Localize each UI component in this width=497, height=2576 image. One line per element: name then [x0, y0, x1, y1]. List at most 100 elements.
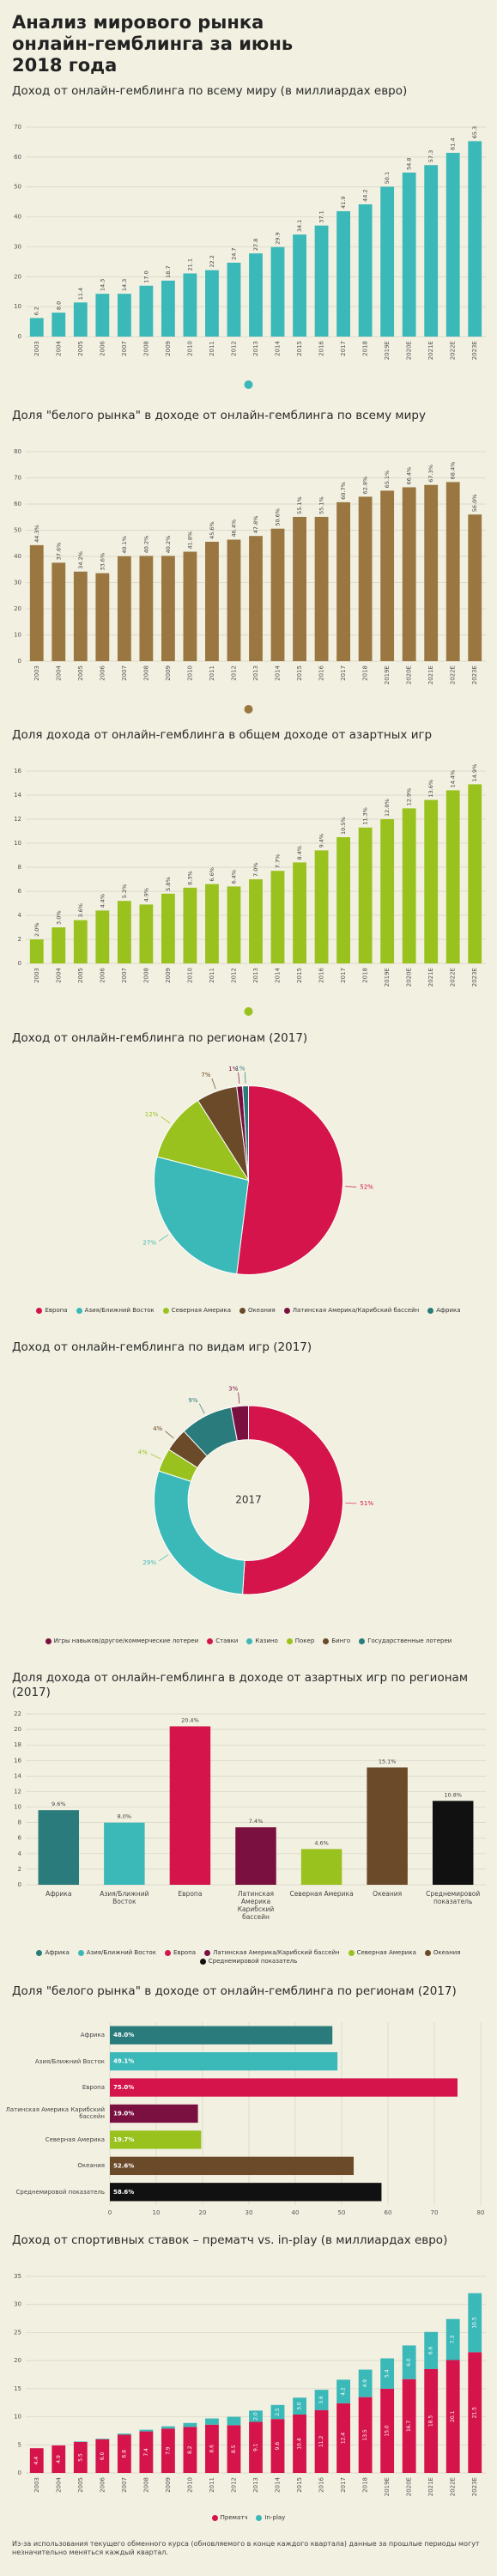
value-label: 58.6%	[113, 2189, 134, 2196]
value-label: 14.3	[99, 279, 106, 291]
value-label: 6.8	[121, 2450, 127, 2458]
chart-title: Доля "белого рынка" в доходе от онлайн-г…	[12, 409, 426, 422]
bar	[110, 2051, 338, 2071]
value-label: 6.6	[428, 2346, 434, 2354]
x-tick-label: 2008	[142, 341, 149, 356]
value-label: 57.3	[427, 150, 434, 162]
x-tick-label: 2011	[209, 665, 215, 681]
value-label: 20.1	[450, 2410, 456, 2422]
bar	[95, 910, 110, 963]
y-tick-label: 40	[14, 214, 21, 221]
x-tick-label: 60	[385, 2209, 392, 2216]
bar	[73, 302, 88, 337]
x-tick-label: 2008	[142, 968, 149, 983]
bar	[468, 141, 482, 337]
leader-line	[198, 1403, 205, 1414]
legend-label: Прематч	[220, 2514, 248, 2521]
x-tick-label: 2006	[99, 2476, 106, 2492]
y-tick-label: 25	[14, 2329, 21, 2336]
legend-label: Азия/Ближний Восток	[86, 1949, 156, 1956]
x-tick-label: 2006	[99, 340, 106, 355]
value-label: 60.7%	[340, 482, 347, 500]
legend-label: Покер	[294, 1637, 315, 1644]
bar-segment	[117, 2434, 131, 2473]
x-tick-label: 2015	[296, 665, 303, 681]
bar-segment	[52, 2445, 66, 2473]
leader-line	[159, 1554, 169, 1562]
legend-label: Европа	[45, 1307, 68, 1314]
center-label: 2017	[235, 1494, 262, 1506]
value-label: 40.1%	[121, 536, 128, 554]
value-label: 19.0%	[113, 2111, 134, 2117]
bar	[314, 516, 329, 661]
bar-segment	[358, 2369, 373, 2397]
x-tick-label: 2007	[121, 665, 128, 681]
legend-swatch	[199, 1958, 206, 1965]
value-label: 29.9	[275, 232, 282, 244]
bar	[110, 2156, 355, 2176]
x-tick-label: 2021E	[427, 665, 434, 684]
y-tick-label: 0	[18, 1881, 21, 1888]
value-label: 50.6%	[275, 508, 282, 526]
legend-item: Прематч	[211, 2514, 248, 2521]
legend-item: Азия/Ближний Восток	[77, 1949, 156, 1956]
value-label: 55.1%	[318, 496, 325, 514]
y-tick-label: Европа	[82, 2084, 105, 2092]
legend-label: Азия/Ближний Восток	[84, 1307, 155, 1314]
bar	[293, 234, 306, 337]
bar	[38, 1810, 80, 1885]
value-label: 5.4	[385, 2369, 391, 2378]
bar	[117, 901, 131, 963]
legend-item: Европа	[164, 1949, 197, 1956]
x-tick-label: 2014	[275, 665, 282, 680]
bar	[445, 152, 460, 337]
legend-swatch	[77, 1949, 84, 1956]
legend-label: Океания	[248, 1307, 276, 1314]
bar	[402, 808, 416, 963]
slice	[236, 1084, 343, 1275]
value-label: 9.6	[275, 2442, 281, 2451]
x-tick-label: 2010	[186, 665, 193, 681]
x-tick-label: 2012	[230, 665, 237, 681]
value-label: 4.9%	[142, 888, 149, 902]
legend-label: Северная Америка	[356, 1949, 416, 1956]
chart-title: Доход от онлайн-гемблинга по регионам (2…	[12, 1031, 308, 1045]
leader-line	[159, 1234, 169, 1242]
x-tick-label: 2017	[340, 341, 347, 356]
legend-swatch	[162, 1307, 169, 1314]
bar-segment	[29, 2448, 44, 2473]
value-label: 4.2	[341, 2387, 347, 2396]
chart: 52% 27% 12% 7% 1%1%	[142, 1066, 373, 1275]
y-tick-label: 50	[14, 184, 21, 191]
chart-section: Доход от онлайн-гемблинга по всему миру …	[0, 79, 497, 397]
bar-segment	[468, 2293, 482, 2353]
value-label: 51%	[360, 1500, 373, 1507]
x-tick-label: 2006	[99, 967, 106, 982]
chart-title: Доход от онлайн-гемблинга по всему миру …	[12, 84, 408, 98]
y-tick-label: 70	[14, 475, 21, 482]
legend-swatch	[164, 1949, 171, 1956]
x-tick-label: 2004	[55, 967, 62, 982]
y-tick-label: 30	[14, 243, 21, 250]
x-tick-label: 2022E	[450, 968, 457, 987]
bar-segment	[380, 2388, 395, 2473]
bar	[161, 556, 175, 661]
value-label: 61.4	[450, 137, 457, 149]
x-tick-label: 2020E	[406, 341, 413, 360]
value-label: 18.7	[165, 265, 172, 277]
leader-line	[150, 1454, 161, 1460]
y-tick-label: 12	[14, 816, 21, 823]
value-label: 34.1	[296, 220, 303, 232]
value-label: 8.4%	[296, 846, 303, 860]
x-tick-label: 2016	[318, 340, 325, 355]
x-tick-label: 2005	[77, 968, 84, 983]
y-tick-label: Азия/Ближний Восток	[34, 2057, 105, 2065]
chart: 3% 51% 29% 4% 4% 9% 2017	[138, 1386, 373, 1595]
legend-item: Государственные лотереи	[359, 1637, 452, 1644]
legend-item: Африка	[36, 1949, 70, 1956]
y-tick-label: 10	[14, 303, 21, 310]
bar	[110, 2078, 458, 2097]
legend-label: Европа	[173, 1949, 197, 1956]
bar	[205, 884, 219, 963]
